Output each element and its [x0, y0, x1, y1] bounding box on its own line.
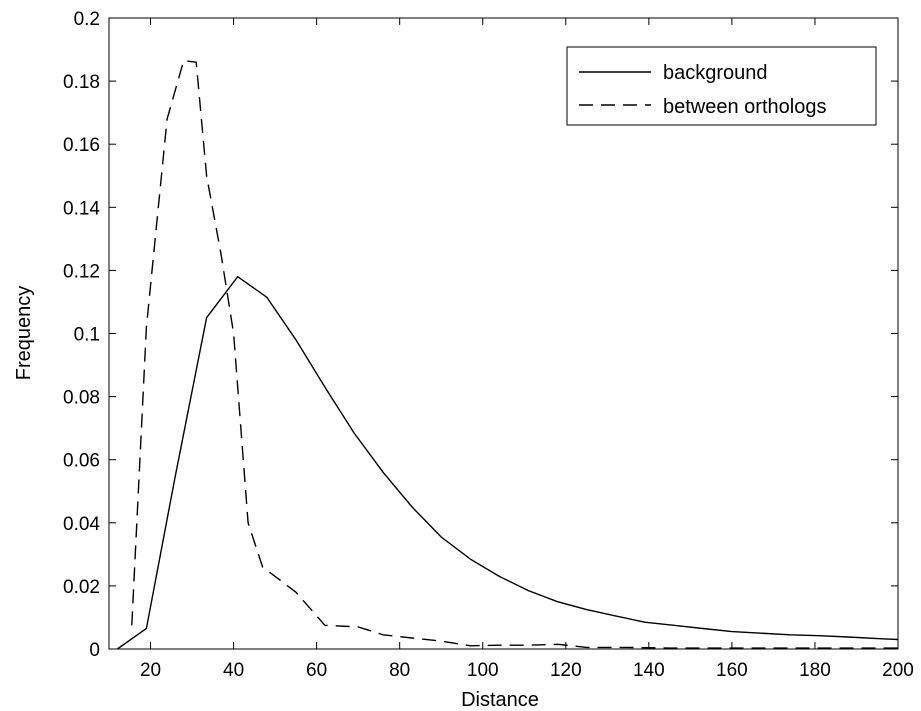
y-tick-label: 0.04	[63, 514, 100, 535]
y-axis-ticks: 0 0.02 0.04 0.06 0.08 0.1 0.12 0.14 0.16 0.18 0.2	[63, 9, 898, 661]
series-line-background	[116, 275, 899, 650]
x-tick-label: 80	[389, 660, 410, 681]
y-tick-label: 0.2	[74, 9, 100, 30]
x-tick-label: 180	[799, 660, 831, 681]
y-tick-label: 0.14	[63, 198, 100, 219]
y-axis-label: Frequency	[13, 286, 35, 381]
x-tick-label: 60	[306, 660, 327, 681]
y-tick-label: 0.02	[63, 577, 100, 598]
legend-label-background: background	[663, 62, 768, 84]
y-tick-label: 0.18	[63, 72, 100, 93]
x-tick-label: 100	[467, 660, 499, 681]
x-tick-label: 20	[140, 660, 161, 681]
legend-box	[566, 46, 877, 126]
x-tick-label: 120	[550, 660, 582, 681]
series-lines	[116, 59, 899, 650]
legend: background between orthologs	[566, 46, 877, 126]
y-tick-label: 0	[89, 640, 100, 661]
y-tick-label: 0.16	[63, 135, 100, 156]
series-line-between-orthologs	[131, 59, 898, 649]
x-axis-label: Distance	[461, 689, 539, 711]
y-tick-label: 0.08	[63, 388, 100, 409]
x-tick-label: 200	[882, 660, 914, 681]
y-tick-label: 0.1	[74, 325, 100, 346]
x-tick-label: 40	[223, 660, 244, 681]
x-tick-label: 140	[633, 660, 665, 681]
x-tick-label: 160	[716, 660, 748, 681]
legend-label-between-orthologs: between orthologs	[663, 96, 826, 118]
y-tick-label: 0.06	[63, 451, 100, 472]
y-tick-label: 0.12	[63, 261, 100, 282]
x-axis-ticks: 20 40 60 80 100 120 140 160 180 200	[140, 18, 914, 681]
